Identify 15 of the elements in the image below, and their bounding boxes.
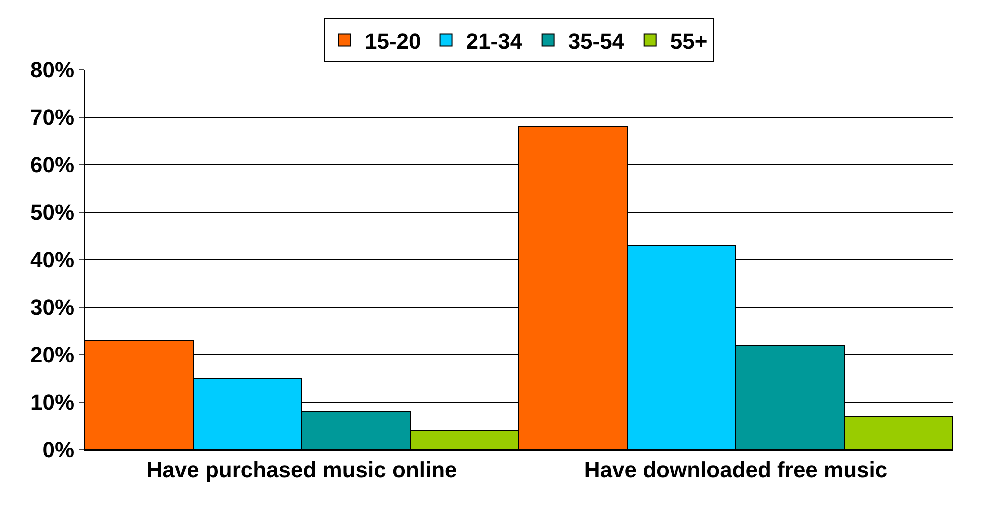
legend-label: 35-54 bbox=[568, 28, 626, 54]
legend-label: 21-34 bbox=[466, 28, 524, 54]
y-tick-label: 0% bbox=[42, 438, 75, 463]
y-tick-label: 50% bbox=[30, 200, 75, 226]
y-tick-label: 80% bbox=[30, 58, 75, 83]
x-tick-label: Have purchased music online bbox=[146, 457, 458, 482]
legend-label: 15-20 bbox=[365, 28, 422, 54]
y-tick-label: 70% bbox=[30, 105, 75, 130]
y-tick-label: 40% bbox=[30, 248, 75, 273]
y-tick-label: 30% bbox=[30, 295, 75, 320]
y-tick-label: 20% bbox=[30, 342, 75, 368]
x-tick-label: Have downloaded free music bbox=[584, 457, 888, 482]
y-tick-label: 10% bbox=[30, 390, 75, 416]
legend-label: 55+ bbox=[670, 28, 708, 54]
y-tick-label: 60% bbox=[30, 152, 75, 178]
